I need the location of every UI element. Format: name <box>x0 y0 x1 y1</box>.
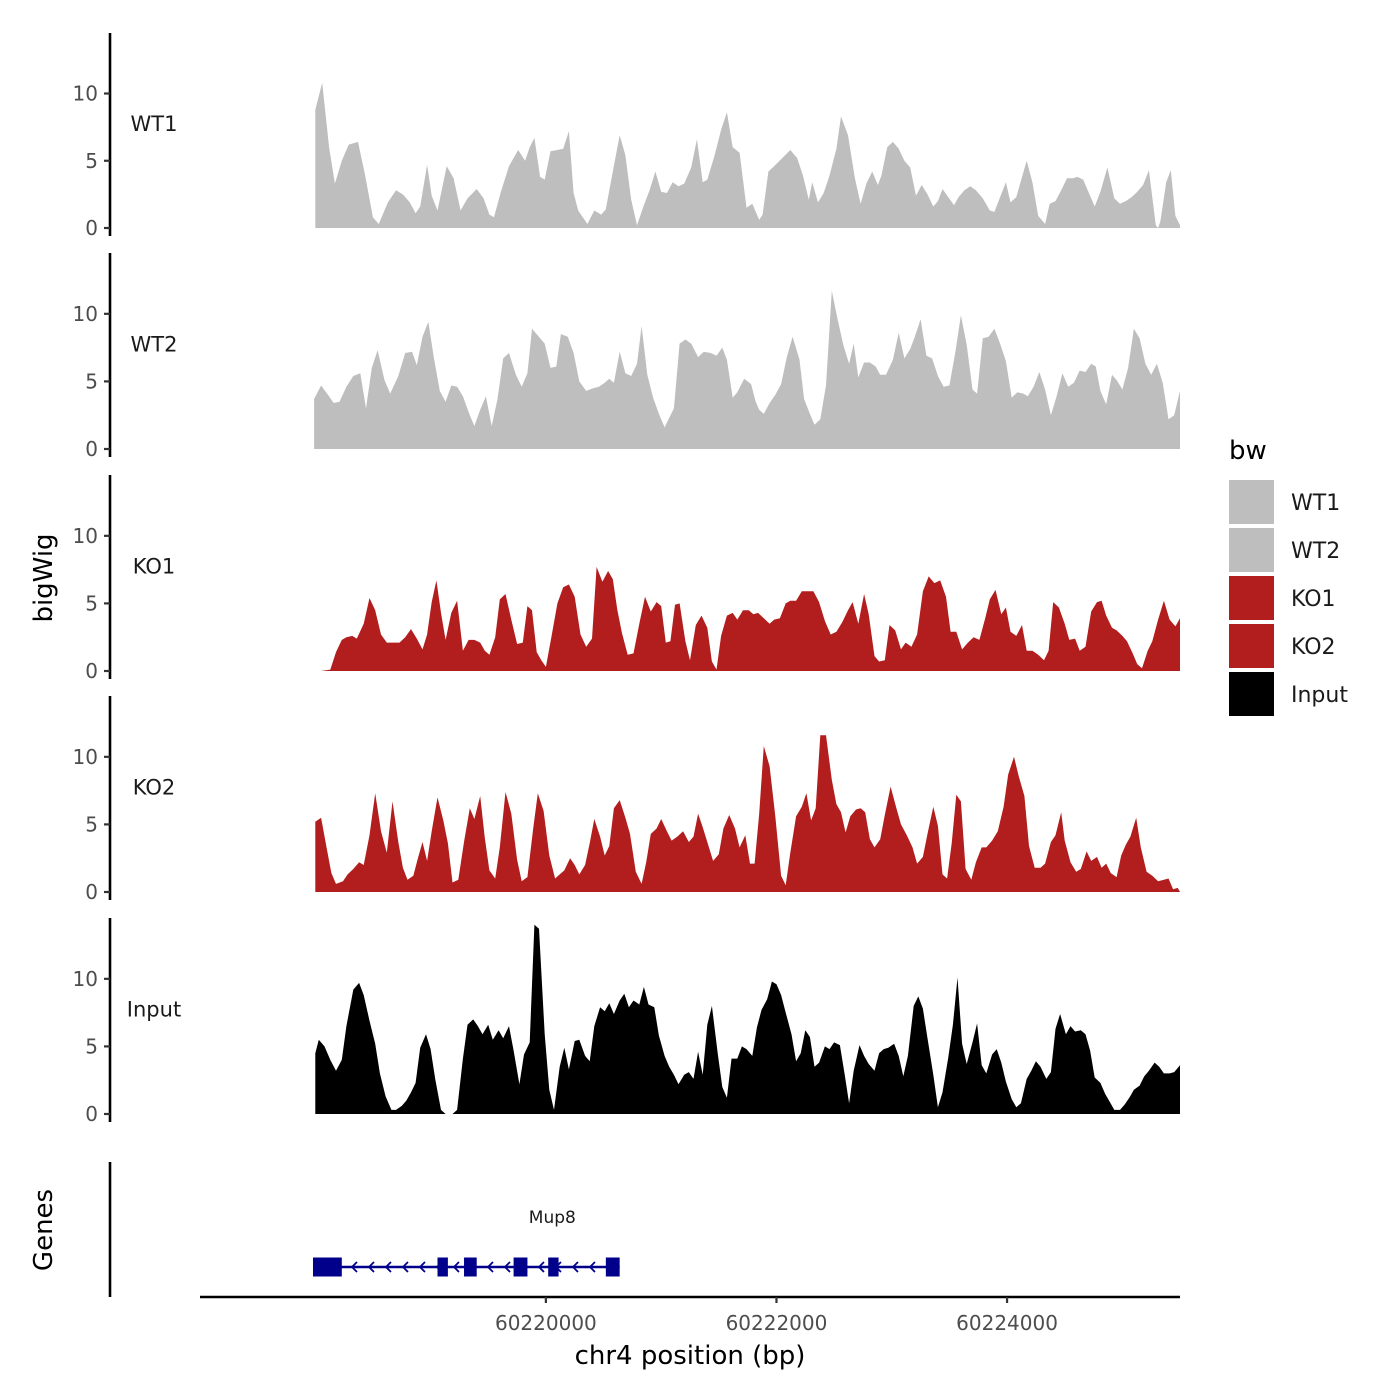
legend-key <box>1229 528 1274 572</box>
y-tick-label: 0 <box>85 659 98 683</box>
legend-label: KO2 <box>1291 635 1336 660</box>
x-tick-label: 60222000 <box>726 1311 828 1335</box>
track-label-ko1: KO1 <box>133 555 176 579</box>
x-axis-title: chr4 position (bp) <box>575 1341 806 1371</box>
strand-arrow-icon <box>588 1261 596 1273</box>
legend-label: Input <box>1291 683 1348 708</box>
track-wt2: 0 5 10 WT2 <box>73 253 1181 461</box>
strand-arrow-icon <box>571 1261 579 1273</box>
y-tick-label: 5 <box>85 1034 98 1058</box>
legend-item-wt2: WT2 <box>1229 528 1340 572</box>
gene-exon <box>513 1257 528 1277</box>
gene-exon <box>605 1257 620 1277</box>
strand-arrow-icon <box>401 1261 409 1273</box>
strand-arrow-icon <box>384 1261 392 1273</box>
track-label-ko2: KO2 <box>133 776 176 800</box>
legend-title: bw <box>1229 436 1267 466</box>
genes-axis-title: Genes <box>29 1189 59 1271</box>
gene-panel: Mup8 <box>108 1162 620 1297</box>
gene-label: Mup8 <box>529 1208 576 1228</box>
y-axis-title: bigWig <box>29 533 59 622</box>
strand-arrow-icon <box>486 1261 494 1273</box>
legend-key <box>1229 576 1274 620</box>
strand-arrow-icon <box>537 1261 545 1273</box>
y-tick-label: 10 <box>73 302 98 326</box>
track-ko1: 0 5 10 KO1 <box>73 475 1181 683</box>
legend-label: WT2 <box>1291 539 1340 564</box>
signal-area-ko1 <box>321 566 1181 671</box>
x-axis: 60220000 60222000 60224000 <box>200 1295 1180 1335</box>
x-tick-label: 60220000 <box>495 1311 597 1335</box>
track-panels: 0 5 10 WT1 0 5 10 WT2 0 5 10 KO1 0 5 10 KO2 0 5 10 Input <box>73 33 1181 1126</box>
legend-item-wt1: WT1 <box>1229 480 1340 524</box>
track-label-input: Input <box>127 998 181 1022</box>
signal-area-ko2 <box>315 735 1180 892</box>
track-label-wt2: WT2 <box>131 333 178 357</box>
track-label-wt1: WT1 <box>131 112 178 136</box>
track-ko2: 0 5 10 KO2 <box>73 696 1180 904</box>
legend: bw WT1 WT2 KO1 KO2 Input <box>1229 436 1348 716</box>
gene-exon <box>437 1257 448 1277</box>
y-tick-label: 0 <box>85 880 98 904</box>
y-tick-label: 5 <box>85 149 98 173</box>
signal-area-wt1 <box>315 82 1180 228</box>
gene-exon <box>548 1257 559 1277</box>
strand-arrow-icon <box>418 1261 426 1273</box>
legend-item-ko2: KO2 <box>1229 624 1336 668</box>
track-wt1: 0 5 10 WT1 <box>73 33 1180 240</box>
y-tick-label: 10 <box>73 967 98 991</box>
y-tick-label: 0 <box>85 437 98 461</box>
signal-area-input <box>315 924 1180 1114</box>
strand-arrow-icon <box>452 1261 460 1273</box>
legend-key <box>1229 672 1274 716</box>
gene-exon <box>464 1257 477 1277</box>
strand-arrow-icon <box>350 1261 358 1273</box>
strand-arrow-icon <box>367 1261 375 1273</box>
y-tick-label: 5 <box>85 369 98 393</box>
x-tick-label: 60224000 <box>956 1311 1058 1335</box>
legend-key <box>1229 624 1274 668</box>
legend-key <box>1229 480 1274 524</box>
track-input: 0 5 10 Input <box>73 918 1180 1126</box>
signal-area-wt2 <box>314 290 1181 449</box>
gene-exon <box>312 1257 342 1277</box>
legend-item-ko1: KO1 <box>1229 576 1336 620</box>
strand-arrow-icon <box>503 1261 511 1273</box>
y-tick-label: 0 <box>85 216 98 240</box>
y-tick-label: 10 <box>73 745 98 769</box>
y-tick-label: 10 <box>73 524 98 548</box>
y-tick-label: 0 <box>85 1102 98 1126</box>
legend-label: WT1 <box>1291 491 1340 516</box>
legend-item-input: Input <box>1229 672 1348 716</box>
y-tick-label: 10 <box>73 82 98 106</box>
legend-label: KO1 <box>1291 587 1336 612</box>
y-tick-label: 5 <box>85 591 98 615</box>
y-tick-label: 5 <box>85 812 98 836</box>
